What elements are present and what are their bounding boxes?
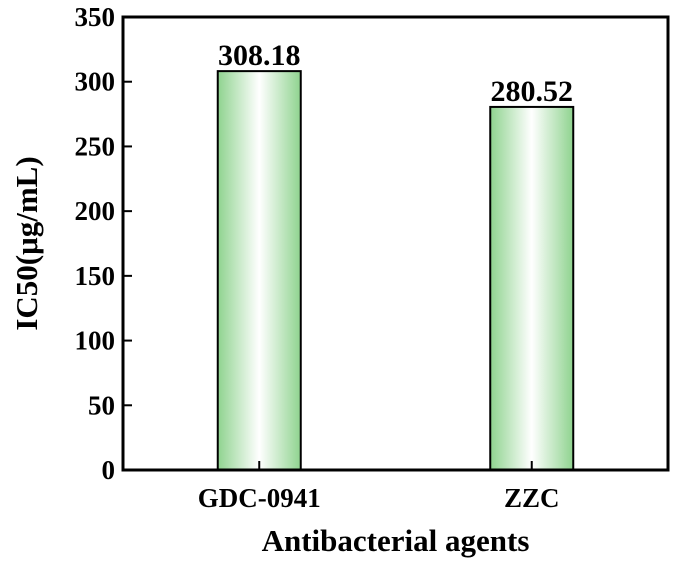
data-label: 308.18	[218, 39, 301, 72]
y-tick-label: 100	[75, 326, 116, 356]
x-axis-ticks: GDC-0941 ZZC	[198, 461, 560, 513]
y-tick-label: 350	[75, 2, 116, 32]
x-axis-title: Antibacterial agents	[262, 523, 530, 558]
y-tick-label: 250	[75, 131, 116, 161]
y-tick-label: 300	[75, 67, 116, 97]
y-axis-title: IC50(μg/mL)	[9, 156, 44, 330]
bar-gdc-0941	[216, 70, 302, 472]
y-axis-ticks: 0 50 100 150 200 250 300 350	[75, 2, 132, 485]
y-tick-label: 200	[75, 196, 116, 226]
x-tick-label: GDC-0941	[198, 483, 321, 513]
bars-group	[216, 70, 575, 472]
data-labels-group: 308.18 280.52	[218, 39, 573, 108]
y-tick-label: 0	[102, 455, 116, 485]
x-tick-label: ZZC	[504, 483, 560, 513]
plot-frame	[121, 15, 670, 472]
y-tick-label: 150	[75, 261, 116, 291]
data-label: 280.52	[491, 75, 574, 108]
bar-zzc	[489, 105, 575, 471]
y-tick-label: 50	[88, 390, 115, 420]
